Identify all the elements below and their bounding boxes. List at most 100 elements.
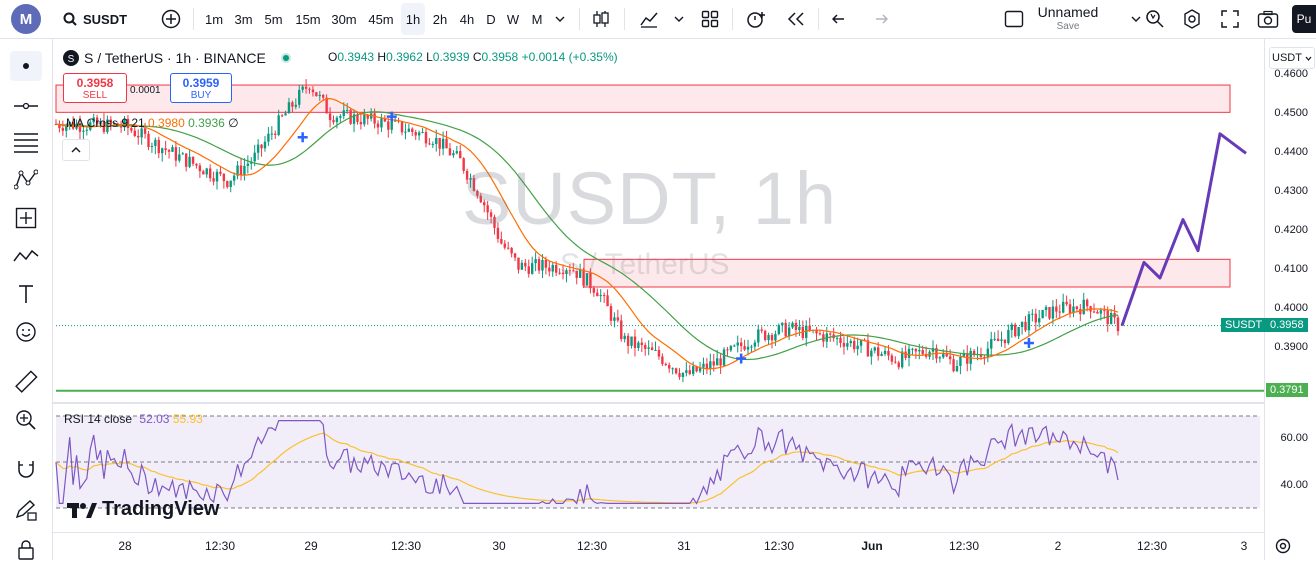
symbol-legend[interactable]: S S / TetherUS · 1h · BINANCE <box>62 49 292 67</box>
layout-menu-chevron[interactable] <box>1127 0 1145 38</box>
lines-stack-icon <box>14 133 38 153</box>
candle-body <box>527 266 530 274</box>
trendline-tool[interactable] <box>10 91 42 121</box>
time-label: 12:30 <box>576 539 608 553</box>
candle-body <box>421 132 424 134</box>
timeframe-4h[interactable]: 4h <box>459 11 475 27</box>
publish-button[interactable]: Pu <box>1292 5 1316 33</box>
candle-body <box>342 110 345 116</box>
timeframe-w[interactable]: W <box>506 11 520 27</box>
candle-body <box>695 366 698 372</box>
candle-body <box>140 128 143 138</box>
candle-body <box>489 212 493 217</box>
replay-button[interactable] <box>783 0 809 38</box>
indicators-button[interactable] <box>636 0 662 38</box>
brush-tool[interactable] <box>10 241 42 271</box>
buy-button[interactable]: 0.3959 BUY <box>170 73 232 103</box>
timeframe-2h[interactable]: 2h <box>432 11 448 27</box>
candle-body <box>435 137 438 145</box>
candle-body <box>133 130 136 136</box>
ma-cross-legend[interactable]: MA Cross 9 21 0.3980 0.3936 ∅ <box>66 116 239 130</box>
candle-body <box>726 349 729 351</box>
redo-button[interactable] <box>866 0 892 38</box>
alert-button[interactable] <box>743 0 769 38</box>
candle-body <box>1038 318 1041 323</box>
layout-select-button[interactable] <box>1002 0 1026 38</box>
close-label: C <box>472 50 482 64</box>
candle-body <box>178 154 181 161</box>
measure-tool[interactable] <box>10 367 42 397</box>
timeframe-1m[interactable]: 1m <box>204 11 224 27</box>
low-label: L <box>426 50 433 64</box>
candle-body <box>870 350 873 357</box>
symbol-name: SUSDT <box>82 11 128 27</box>
candle-body <box>438 137 441 149</box>
snapshot-button[interactable] <box>1255 0 1281 38</box>
layouts-button[interactable] <box>697 0 723 38</box>
candle-body <box>130 127 133 131</box>
rsi-value: 52.03 <box>139 412 170 426</box>
candle-body <box>198 165 202 172</box>
emoji-tool[interactable] <box>10 317 42 347</box>
candle-body <box>763 330 767 341</box>
timeframe-30m[interactable]: 30m <box>331 11 357 27</box>
fullscreen-button[interactable] <box>1218 0 1242 38</box>
svg-text:S: S <box>68 54 75 65</box>
sell-button[interactable]: 0.3958 SELL <box>63 73 127 103</box>
text-tool[interactable] <box>10 279 42 309</box>
resistance-zone <box>583 258 1231 288</box>
projection-tool[interactable] <box>10 203 42 233</box>
chart-settings-button[interactable] <box>1274 537 1292 560</box>
timeframe-15m[interactable]: 15m <box>295 11 321 27</box>
candle-body <box>678 373 681 377</box>
tradingview-logo-icon <box>67 502 97 518</box>
price-scale[interactable]: USDT <box>1264 39 1316 560</box>
candle-body <box>770 334 774 341</box>
time-axis[interactable]: 28 12:30 29 12:30 30 12:30 31 12:30 Jun … <box>52 532 1291 561</box>
candle-body <box>739 342 743 347</box>
chevron-down-icon <box>1131 16 1141 22</box>
fib-tool[interactable] <box>10 127 42 157</box>
settings-button[interactable] <box>1180 0 1204 38</box>
timeframe-1h[interactable]: 1h <box>401 3 425 35</box>
chart-type-button[interactable] <box>588 0 614 38</box>
timeframe-45m[interactable]: 45m <box>368 11 394 27</box>
layout-name[interactable]: Unnamed Save <box>1032 0 1104 38</box>
candle-body <box>996 338 1000 342</box>
watermark-main: SUSDT, 1h <box>462 157 838 240</box>
candle-body <box>390 121 393 130</box>
symbol-search[interactable]: SUSDT <box>60 0 130 38</box>
pattern-tool[interactable] <box>10 165 42 195</box>
timeframe-d[interactable]: D <box>486 11 496 27</box>
timeframe-3m[interactable]: 3m <box>234 11 253 27</box>
undo-button[interactable] <box>828 0 854 38</box>
candle-body <box>688 370 691 375</box>
user-avatar[interactable]: M <box>11 4 41 34</box>
drawing-mode-tool[interactable] <box>10 495 42 525</box>
compare-symbol-button[interactable] <box>158 0 184 38</box>
cursor-tool[interactable] <box>10 51 42 81</box>
indicators-menu-chevron[interactable] <box>670 0 688 38</box>
zoom-tool[interactable] <box>10 405 42 435</box>
candle-body <box>119 126 123 128</box>
lock-tool[interactable] <box>10 535 42 565</box>
candle-body <box>911 348 914 350</box>
tradingview-branding[interactable]: TradingView <box>66 498 219 521</box>
candle-body <box>417 132 421 136</box>
projection-path[interactable] <box>1120 132 1247 327</box>
magnet-tool[interactable] <box>10 455 42 485</box>
collapse-legend-button[interactable] <box>62 139 90 161</box>
candle-body <box>613 317 616 321</box>
currency-select[interactable]: USDT <box>1269 47 1315 69</box>
grid-icon <box>701 10 719 28</box>
quick-search-button[interactable] <box>1143 0 1167 38</box>
price-tick: 0.4300 <box>1274 185 1308 198</box>
timeframe-menu-chevron[interactable] <box>551 0 569 38</box>
rsi-legend[interactable]: RSI 14 close 52.03 55.93 <box>64 412 203 426</box>
timeframe-5m[interactable]: 5m <box>264 11 283 27</box>
rsi-tick-60: 60.00 <box>1280 432 1308 444</box>
timeframe-m[interactable]: M <box>531 11 543 27</box>
candle-body <box>1055 306 1058 312</box>
candle-body <box>969 350 972 364</box>
